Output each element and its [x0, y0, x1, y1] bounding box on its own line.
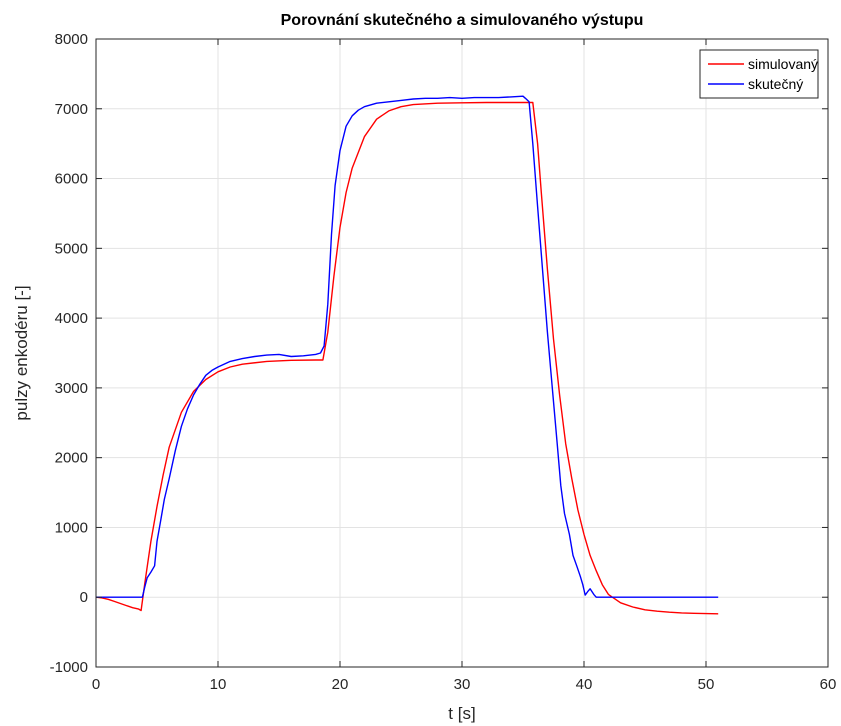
- series-line-skutecny: [96, 95, 719, 598]
- y-tick-label: 8000: [55, 31, 88, 48]
- y-tick-label: 4000: [55, 310, 88, 327]
- y-tick-label: 3000: [55, 380, 88, 397]
- legend: simulovaný skutečný: [699, 49, 819, 99]
- y-tick-label: 7000: [55, 101, 88, 118]
- legend-label: skutečný: [748, 76, 803, 92]
- chart-title: Porovnání skutečného a simulovaného výst…: [281, 12, 644, 29]
- x-tick-label: 20: [332, 676, 349, 693]
- legend-box: [699, 49, 819, 99]
- x-tick-label: 10: [210, 676, 227, 693]
- x-tick-label: 0: [92, 676, 100, 693]
- legend-label: simulovaný: [748, 56, 818, 72]
- y-axis-label: pulzy enkodéru [-]: [12, 285, 31, 420]
- x-tick-label: 60: [820, 676, 837, 693]
- y-tick-label: 6000: [55, 171, 88, 188]
- y-tick-label: 1000: [55, 519, 88, 536]
- x-tick-label: 50: [698, 676, 715, 693]
- y-tick-label: 5000: [55, 240, 88, 257]
- ticks: 0 10 20 30 40 50 60-10000100020003000400050006…: [50, 31, 837, 693]
- series-line-simulovany: [95, 101, 719, 615]
- x-tick-label: 40: [576, 676, 593, 693]
- y-tick-label: 2000: [55, 450, 88, 467]
- y-tick-label: -1000: [50, 659, 88, 676]
- series-layer: [95, 95, 719, 615]
- x-axis-label: t [s]: [448, 704, 475, 723]
- x-tick-label: 30: [454, 676, 471, 693]
- y-tick-label: 0: [80, 589, 88, 606]
